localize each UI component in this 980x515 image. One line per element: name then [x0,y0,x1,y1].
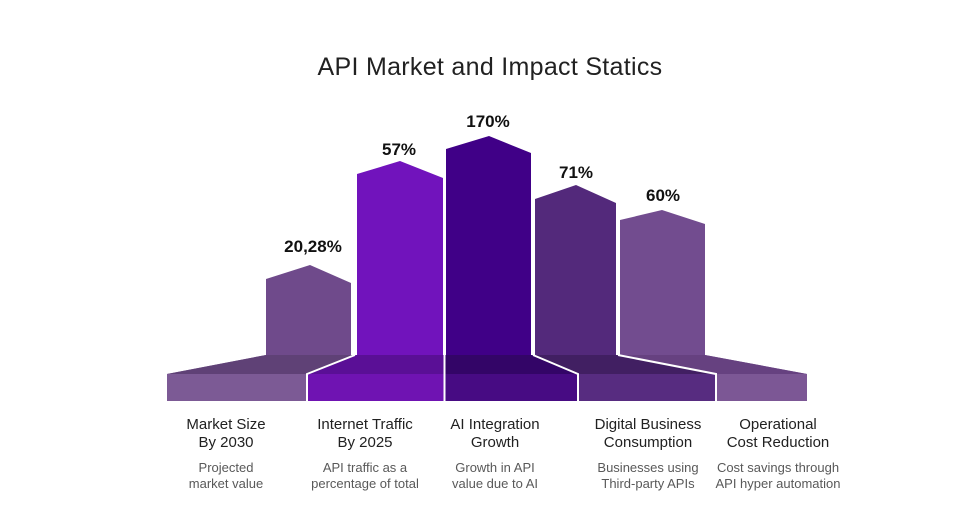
category-description: Businesses using Third-party APIs [597,460,699,491]
chart-title: API Market and Impact Statics [317,53,663,81]
value-label-operational-cost: 60% [645,186,681,205]
category-ai-integration: AI Integration Growth Growth in API valu… [410,416,580,492]
pedestal-top-digital-business [533,355,716,374]
pedestal-top-market-size [167,355,355,374]
category-description: API traffic as a percentage of total [311,460,419,491]
pedestal-top-operational-cost [618,355,807,374]
pedestal-seam-3 [532,354,579,401]
pedestal-top-ai-integration [444,355,578,374]
pedestal-seam-4 [617,354,717,401]
tower-bar-ai-integration [446,136,531,358]
value-label-market-size: 20,28% [284,237,342,256]
category-internet-traffic: Internet Traffic By 2025 API traffic as … [280,416,450,492]
category-description: Growth in API value due to AI [451,460,538,491]
category-label: Digital Business Consumption [594,416,702,451]
category-digital-business: Digital Business Consumption Businesses … [563,416,733,492]
category-description: Projected market value [188,460,264,491]
tower-bar-market-size [266,265,351,358]
tower-bar-internet-traffic [357,161,443,358]
category-label: Internet Traffic By 2025 [317,416,413,451]
category-label: Market Size By 2030 [186,416,266,451]
pedestal-seam-1 [306,354,356,401]
pedestal-top-internet-traffic [307,355,445,374]
category-description: Cost savings through API hyper automatio… [715,460,841,491]
value-label-digital-business: 71% [558,163,594,182]
category-operational-cost: Operational Cost Reduction Cost savings … [693,416,863,492]
value-label-internet-traffic: 57% [381,140,417,159]
value-label-ai-integration: 170% [466,112,510,131]
category-label: Operational Cost Reduction [726,416,830,451]
category-label: AI Integration Growth [450,416,540,451]
category-market-size: Market Size By 2030 Projected market val… [141,416,311,492]
tower-bar-digital-business [535,185,616,358]
tower-bar-operational-cost [620,210,705,358]
